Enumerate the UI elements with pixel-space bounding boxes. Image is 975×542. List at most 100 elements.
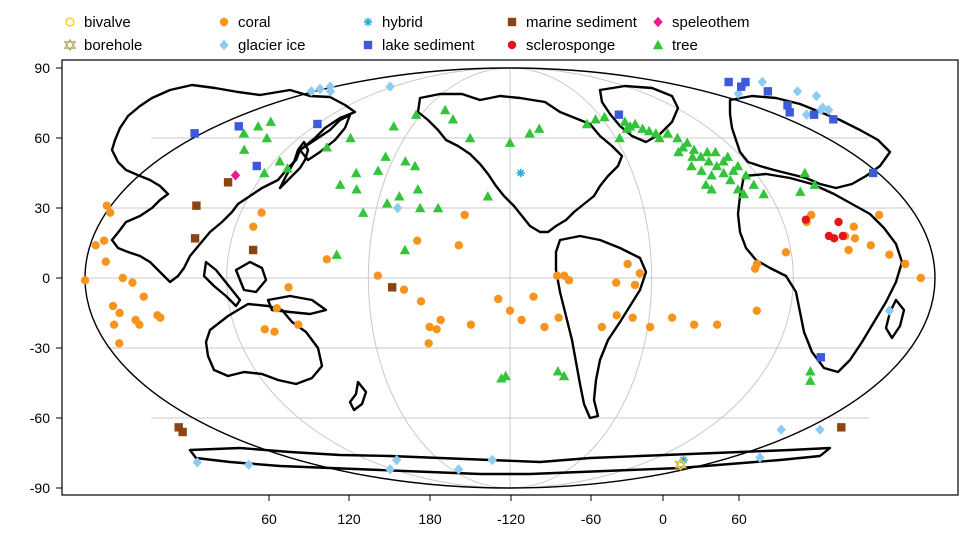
point-glacier-ice bbox=[306, 86, 317, 97]
point-tree bbox=[654, 132, 665, 143]
coastline-japan bbox=[278, 140, 310, 190]
point-sclerosponge bbox=[834, 217, 843, 227]
point-coral bbox=[844, 245, 853, 255]
point-coral bbox=[505, 306, 515, 315]
y-tick-label: 30 bbox=[34, 200, 50, 216]
point-tree bbox=[372, 165, 384, 175]
legend-item-tree: tree bbox=[652, 37, 698, 54]
point-tree bbox=[696, 165, 707, 175]
point-coral bbox=[436, 315, 445, 325]
point-glacier-ice bbox=[776, 424, 786, 435]
point-glacier-ice bbox=[811, 90, 822, 102]
legend-symbol-icon bbox=[219, 17, 229, 27]
legend-symbol-icon bbox=[507, 17, 517, 27]
point-coral bbox=[128, 278, 137, 287]
point-glacier-ice bbox=[823, 104, 834, 116]
legend-symbol-icon bbox=[363, 17, 373, 27]
point-marine-sediment bbox=[248, 245, 258, 255]
point-coral bbox=[529, 292, 538, 301]
legend-symbol-icon bbox=[63, 38, 77, 52]
point-tree bbox=[409, 160, 421, 171]
point-coral bbox=[781, 248, 791, 257]
point-coral bbox=[454, 241, 463, 250]
point-coral bbox=[249, 222, 258, 231]
point-coral bbox=[399, 285, 409, 294]
point-tree bbox=[552, 366, 564, 376]
point-marine-sediment bbox=[174, 423, 183, 432]
point-lake-sediment bbox=[829, 115, 838, 124]
point-coral bbox=[850, 234, 860, 243]
point-tree bbox=[381, 198, 393, 208]
point-coral bbox=[635, 269, 644, 278]
legend-symbol-icon bbox=[219, 39, 229, 51]
point-tree bbox=[629, 118, 641, 129]
y-tick-label: -60 bbox=[30, 410, 50, 426]
point-glacier-ice bbox=[325, 81, 335, 92]
legend-item-marine-sediment: marine sediment bbox=[507, 14, 638, 31]
legend-label: lake sediment bbox=[382, 37, 475, 54]
point-tree bbox=[677, 142, 689, 152]
x-tick-label: 180 bbox=[418, 511, 442, 527]
point-coral bbox=[115, 339, 124, 348]
point-lake-sediment bbox=[763, 87, 773, 96]
point-coral bbox=[373, 271, 383, 280]
coastline-madagascar bbox=[884, 298, 906, 340]
point-coral bbox=[272, 304, 282, 313]
legend-item-sclerosponge: sclerosponge bbox=[507, 37, 615, 54]
point-coral bbox=[667, 313, 677, 322]
point-lake-sediment bbox=[252, 161, 261, 171]
y-axis: 90 60 30 0 -30 -60 -90 bbox=[30, 60, 62, 496]
coastline-asia-west bbox=[110, 83, 357, 284]
point-tree bbox=[748, 179, 759, 189]
point-tree bbox=[464, 132, 476, 143]
point-coral bbox=[99, 236, 109, 245]
point-tree bbox=[799, 167, 810, 178]
point-tree bbox=[682, 137, 693, 147]
point-tree bbox=[447, 114, 459, 124]
legend-symbol-icon bbox=[653, 16, 663, 28]
point-tree bbox=[738, 188, 750, 199]
point-coral bbox=[628, 313, 637, 322]
point-glacier-ice bbox=[755, 452, 765, 463]
point-tree bbox=[599, 111, 610, 122]
point-coral bbox=[554, 313, 563, 322]
x-tick-label: 60 bbox=[731, 511, 747, 527]
point-tree bbox=[581, 118, 593, 129]
point-sclerosponge bbox=[829, 234, 839, 243]
point-tree bbox=[732, 160, 744, 171]
point-coral bbox=[416, 297, 426, 306]
point-lake-sediment bbox=[868, 168, 878, 178]
point-marine-sediment bbox=[387, 283, 397, 292]
coastline-africa bbox=[736, 172, 904, 374]
point-coral bbox=[135, 320, 144, 329]
point-coral bbox=[630, 280, 640, 290]
point-tree bbox=[688, 144, 700, 154]
point-glacier-ice bbox=[385, 81, 395, 92]
point-lake-sediment bbox=[737, 82, 746, 91]
y-tick-label: 90 bbox=[34, 60, 50, 76]
point-glacier-ice bbox=[884, 305, 895, 316]
point-tree bbox=[394, 191, 405, 201]
point-tree bbox=[718, 167, 729, 178]
point-tree bbox=[711, 160, 723, 171]
legend-label: hybrid bbox=[382, 14, 423, 31]
point-coral bbox=[752, 306, 761, 315]
point-coral bbox=[109, 320, 119, 329]
point-coral bbox=[270, 327, 279, 336]
point-glacier-ice bbox=[392, 202, 403, 214]
legend-symbol-icon bbox=[363, 40, 373, 50]
point-coral bbox=[750, 264, 760, 273]
proxy-points bbox=[80, 76, 926, 475]
point-coral bbox=[101, 257, 110, 266]
point-tree bbox=[432, 202, 444, 213]
point-borehole bbox=[674, 458, 688, 472]
coastline-kamchatka bbox=[298, 113, 352, 162]
legend-label: tree bbox=[672, 37, 698, 54]
point-tree bbox=[351, 184, 362, 194]
point-coral bbox=[916, 273, 926, 283]
coastline-newzealand bbox=[348, 380, 368, 412]
legend-item-coral: coral bbox=[219, 14, 271, 31]
point-tree bbox=[400, 156, 411, 166]
point-coral bbox=[294, 320, 303, 329]
